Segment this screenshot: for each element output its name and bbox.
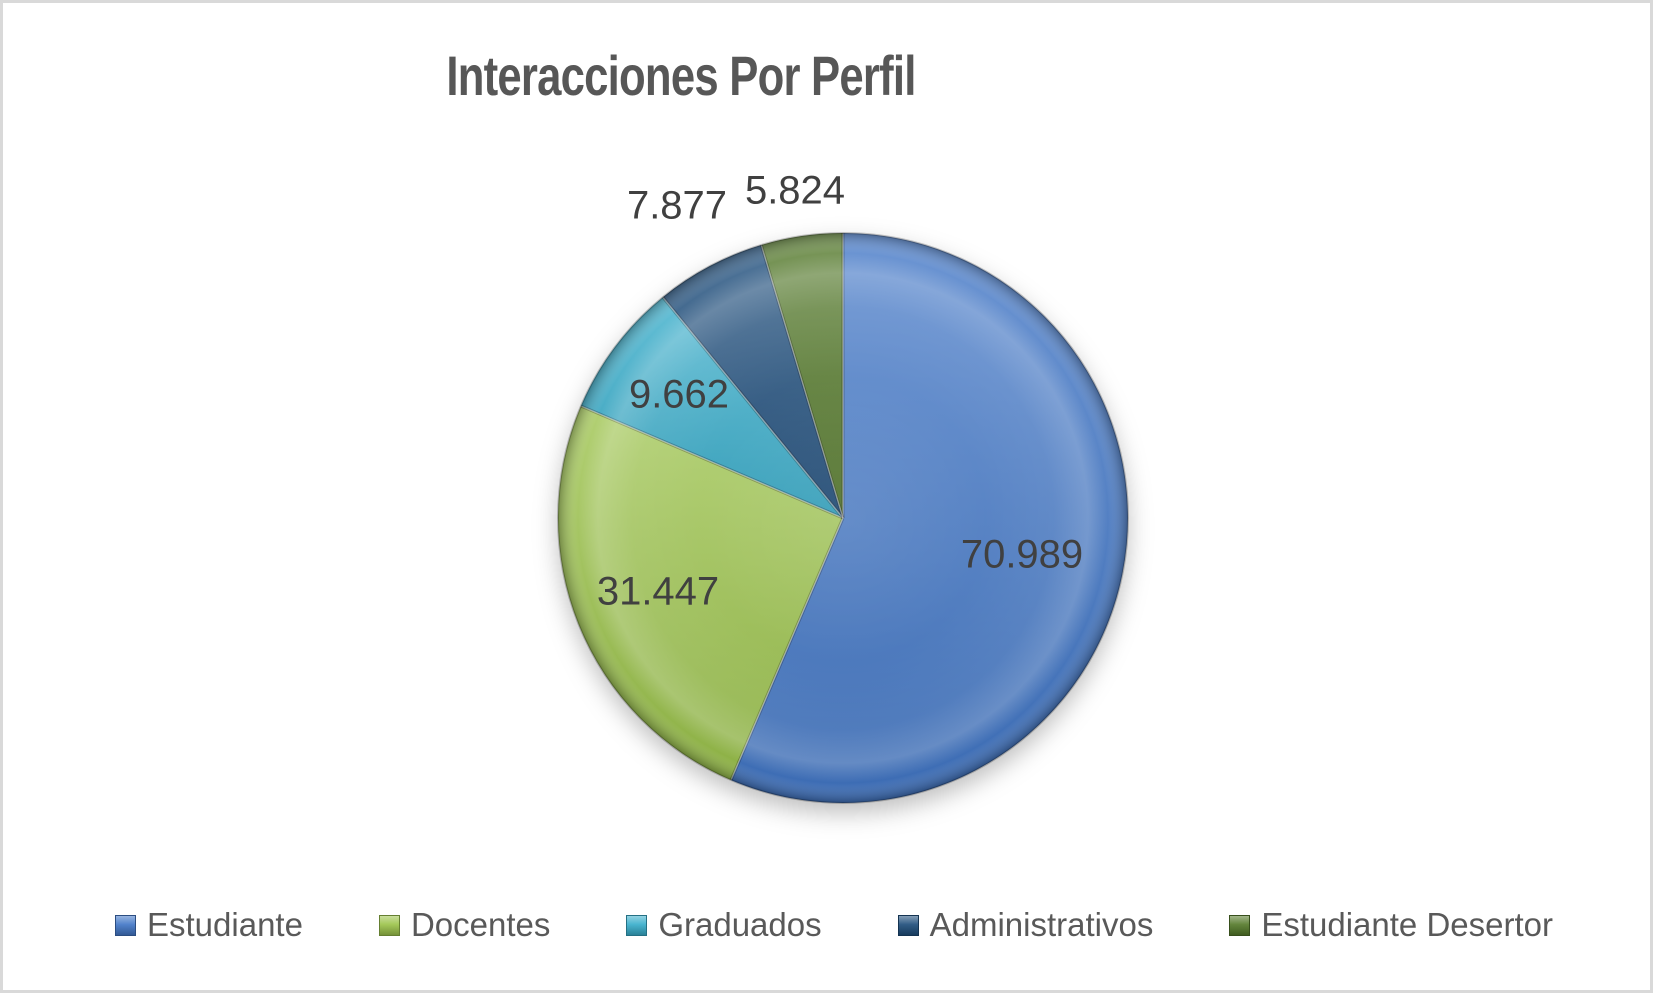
legend-label: Estudiante (147, 906, 303, 943)
legend-swatch-icon (378, 914, 400, 936)
chart-title: Interacciones Por Perfil (446, 44, 916, 107)
legend-item-graduados[interactable]: Graduados (626, 906, 822, 944)
legend-item-estudiante[interactable]: Estudiante (115, 906, 303, 944)
chart-legend: Estudiante Docentes Graduados Administrativ… (115, 899, 1553, 951)
data-label-administrativos: 7.877 (626, 183, 728, 228)
legend-item-docentes[interactable]: Docentes (378, 906, 551, 944)
data-label-estudiante: 70.989 (960, 532, 1084, 577)
pie-gloss-overlay (558, 233, 1128, 803)
legend-label: Graduados (658, 906, 822, 943)
data-label-docentes: 31.447 (596, 569, 720, 614)
legend-label: Estudiante Desertor (1261, 906, 1553, 943)
legend-item-administrativos[interactable]: Administrativos (897, 906, 1154, 944)
data-label-graduados: 9.662 (628, 372, 730, 417)
legend-swatch-icon (1229, 914, 1251, 936)
legend-swatch-icon (115, 914, 136, 936)
legend-swatch-icon (897, 914, 919, 936)
legend-label: Docentes (410, 906, 551, 943)
legend-label: Administrativos (929, 906, 1154, 943)
legend-swatch-icon (626, 914, 648, 936)
legend-item-estudiante-desertor[interactable]: Estudiante Desertor (1229, 906, 1553, 944)
pie-rim (557, 232, 1129, 804)
pie-chart (557, 232, 1129, 804)
data-label-estudiante-desertor: 5.824 (744, 168, 846, 213)
